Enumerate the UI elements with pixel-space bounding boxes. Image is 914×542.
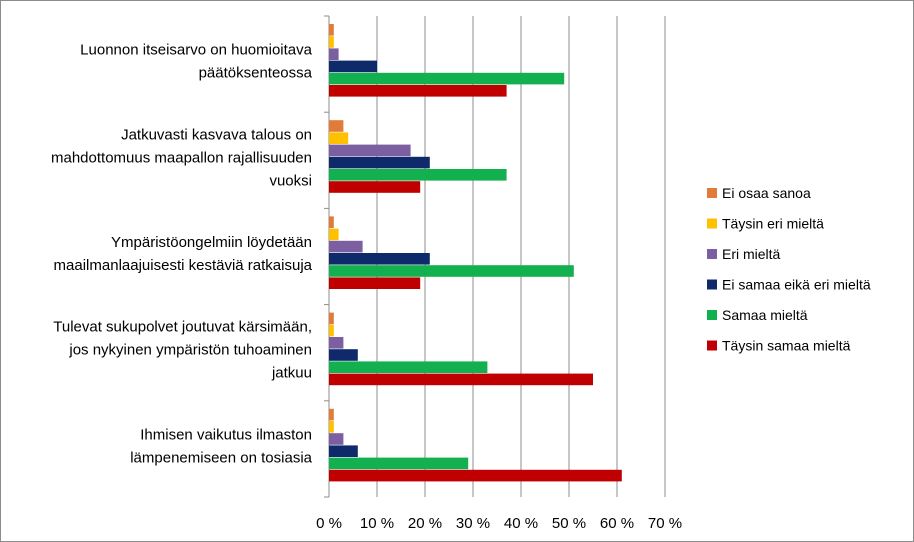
- bar: [329, 36, 334, 48]
- legend-label: Samaa mieltä: [722, 307, 808, 323]
- category-label-line: Jatkuvasti kasvava talous on: [121, 126, 312, 143]
- bar: [329, 457, 469, 470]
- category-label-line: päätöksenteossa: [199, 65, 313, 82]
- x-tick-label: 50 %: [552, 515, 586, 532]
- category-label-line: Ihmisen vaikutus ilmaston: [140, 426, 312, 443]
- legend-swatch: [707, 279, 717, 290]
- bar: [329, 156, 430, 169]
- legend-swatch: [707, 188, 717, 198]
- bar: [329, 324, 334, 337]
- bar: [329, 312, 334, 325]
- category-label-line: mahdottomuus maapallon rajallisuuden: [51, 149, 312, 166]
- legend-label: Ei samaa eikä eri mieltä: [722, 277, 871, 293]
- category-label: Ihmisen vaikutus ilmaston lämpenemiseen o…: [130, 426, 312, 466]
- x-tick-label: 70 %: [648, 515, 682, 532]
- category-label-line: Ympäristöongelmiin löydetään: [111, 234, 312, 251]
- bar: [329, 349, 358, 361]
- x-tick-label: 0 %: [316, 515, 342, 532]
- legend-swatch: [707, 340, 717, 351]
- category-label: Luonnon itseisarvo on huomioitava päätöks…: [80, 42, 312, 82]
- bar: [329, 120, 344, 132]
- bar: [329, 445, 358, 457]
- bar: [329, 169, 507, 181]
- bar: [329, 277, 421, 289]
- category-label: Ympäristöongelmiin löydetään maailmanlaaj…: [54, 234, 313, 274]
- bar: [329, 337, 344, 349]
- legend-label: Täysin samaa mieltä: [722, 338, 851, 354]
- bar: [329, 421, 334, 433]
- bar: [329, 181, 421, 193]
- bar: [329, 469, 622, 482]
- category-label-line: vuoksi: [269, 172, 312, 189]
- category-label-line: jos nykyinen ympäristön tuhoaminen: [68, 342, 312, 359]
- bar: [329, 433, 344, 445]
- bar: [329, 228, 339, 241]
- bar: [329, 265, 574, 277]
- bar: [329, 144, 411, 157]
- bar: [329, 24, 334, 36]
- category-label-line: maailmanlaajuisesti kestäviä ratkaisuja: [54, 257, 313, 274]
- bar: [329, 72, 565, 85]
- category-label-line: Luonnon itseisarvo on huomioitava: [80, 42, 312, 59]
- bar: [329, 373, 593, 386]
- x-tick-label: 20 %: [408, 515, 442, 532]
- category-label-line: jatkuu: [271, 365, 312, 382]
- bar: [329, 48, 339, 60]
- bar: [329, 132, 349, 144]
- category-label-line: Tulevat sukupolvet joutuvat kärsimään,: [53, 319, 312, 336]
- x-tick-label: 30 %: [456, 515, 490, 532]
- bar: [329, 240, 363, 253]
- bar: [329, 408, 334, 421]
- bar: [329, 216, 334, 228]
- category-label-line: lämpenemiseen on tosiasia: [130, 449, 312, 466]
- category-label: Jatkuvasti kasvava talous on mahdottomuus…: [51, 126, 312, 189]
- legend-label: Eri mieltä: [722, 246, 781, 262]
- x-tick-label: 40 %: [504, 515, 538, 532]
- legend-swatch: [707, 249, 717, 259]
- legend-swatch: [707, 310, 717, 320]
- bar: [329, 253, 430, 265]
- bar: [329, 60, 377, 73]
- category-label: Tulevat sukupolvet joutuvat kärsimään, jo…: [53, 319, 312, 382]
- legend-swatch: [707, 218, 717, 229]
- x-tick-label: 60 %: [600, 515, 634, 532]
- bar: [329, 85, 507, 97]
- legend-label: Täysin eri mieltä: [722, 216, 824, 232]
- legend-label: Ei osaa sanoa: [722, 185, 811, 201]
- bar: [329, 361, 488, 373]
- x-tick-label: 10 %: [360, 515, 394, 532]
